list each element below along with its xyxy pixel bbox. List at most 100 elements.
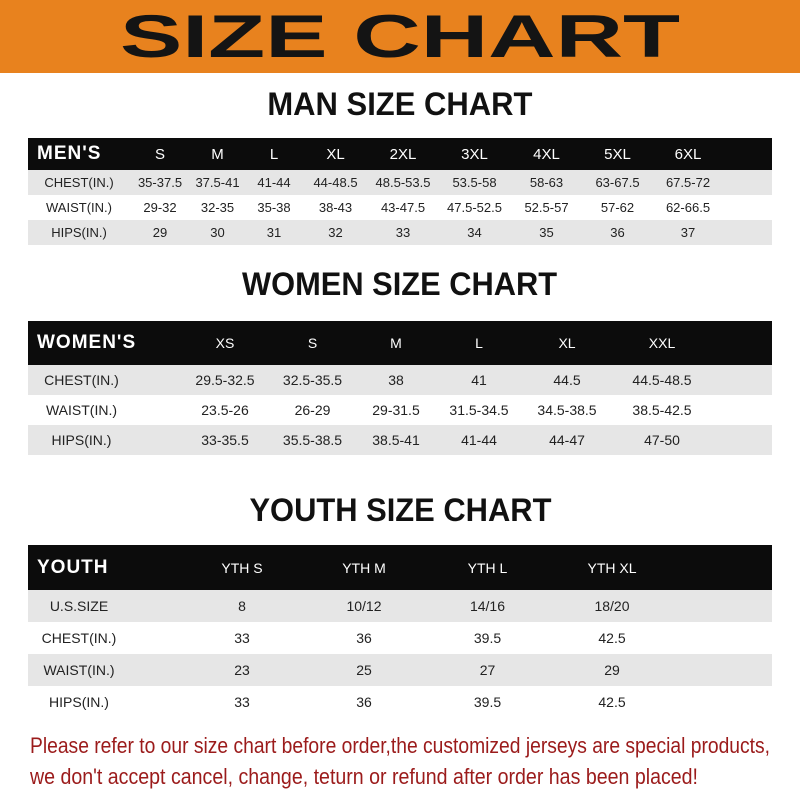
table-cell: 32 (328, 225, 343, 240)
table-cell: 2XL (389, 145, 417, 163)
table-cell: 41-44 (461, 432, 497, 448)
table-cell: 48.5-53.5 (375, 175, 431, 190)
table-header-row: MEN'S S M L XL 2XL 3XL 4XL 5XL 6XL (28, 138, 772, 170)
table-cell: 14/16 (469, 598, 506, 614)
women-section-title: WOMEN SIZE CHART (242, 266, 558, 302)
table-row: WAIST(IN.) 23 25 27 29 (28, 654, 772, 686)
table-cell: 62-66.5 (665, 200, 711, 215)
row-label: WOMEN'S (37, 332, 137, 353)
row-label: U.S.SIZE (49, 598, 109, 614)
table-cell: 5XL (604, 145, 631, 163)
table-cell: 3XL (461, 145, 488, 163)
table-cell: 67.5-72 (665, 175, 711, 190)
table-row: HIPS(IN.) 33-35.5 35.5-38.5 38.5-41 41-44 44-… (28, 425, 772, 455)
row-label: WAIST(IN.) (43, 662, 115, 678)
table-cell: 39.5 (473, 694, 502, 710)
table-cell: 42.5 (598, 694, 626, 710)
table-cell: 36 (356, 630, 372, 646)
table-cell: XXL (648, 335, 676, 351)
table-cell: 18/20 (594, 598, 630, 614)
table-cell: 34 (467, 225, 482, 240)
table-cell: 43-47.5 (380, 200, 426, 215)
women-size-table: WOMEN'S XS S M L XL XXL CHEST(IN.) 29.5-32.5 32.5… (28, 321, 772, 455)
table-cell: L (475, 335, 483, 351)
row-label: HIPS(IN.) (51, 225, 107, 240)
row-label: CHEST(IN.) (44, 372, 119, 388)
size-chart-banner: SIZE CHART (0, 0, 800, 73)
table-cell: 29 (152, 225, 168, 240)
row-label: CHEST(IN.) (41, 630, 117, 646)
table-cell: 35 (539, 225, 554, 240)
table-cell: YTH XL (587, 559, 637, 576)
row-label: CHEST(IN.) (44, 175, 114, 190)
youth-size-table: YOUTH YTH S YTH M YTH L YTH XL U.S.SIZE 8 10/12… (28, 545, 772, 718)
banner-title: SIZE CHART (120, 3, 680, 70)
table-cell: 36 (610, 225, 625, 240)
table-cell: XL (558, 335, 576, 351)
row-label: WAIST(IN.) (45, 402, 118, 418)
table-cell: 29 (604, 662, 620, 678)
table-row: HIPS(IN.) 33 36 39.5 42.5 (28, 686, 772, 718)
table-cell: 30 (210, 225, 225, 240)
table-cell: 29-32 (143, 200, 177, 215)
table-header-row: WOMEN'S XS S M L XL XXL (28, 321, 772, 365)
table-cell: 33 (395, 225, 411, 240)
table-cell: 36 (356, 694, 372, 710)
table-cell: YTH S (221, 559, 263, 576)
table-cell: 44-48.5 (313, 175, 358, 190)
table-cell: YTH L (467, 559, 508, 576)
table-cell: 44.5 (553, 372, 581, 388)
table-cell: L (269, 145, 279, 163)
order-note-line-2: we don't accept cancel, change, teturn o… (30, 764, 698, 789)
table-row: HIPS(IN.) 29 30 31 32 33 34 35 36 37 (28, 220, 772, 245)
table-cell: 44-47 (549, 432, 585, 448)
table-cell: 41-44 (257, 175, 291, 190)
table-cell: 47-50 (644, 432, 680, 448)
table-cell: 37 (680, 225, 696, 240)
men-section-title: MAN SIZE CHART (267, 86, 533, 122)
table-cell: 29.5-32.5 (195, 372, 255, 388)
table-cell: 38.5-41 (372, 432, 420, 448)
men-size-table: MEN'S S M L XL 2XL 3XL 4XL 5XL 6XL CHEST(IN.) 35-37… (28, 138, 772, 245)
table-cell: 26-29 (294, 402, 331, 418)
table-cell: 32-35 (200, 200, 235, 215)
table-cell: 58-63 (529, 175, 564, 190)
youth-section-title: YOUTH SIZE CHART (248, 492, 551, 528)
table-cell: 35-38 (257, 200, 291, 215)
table-cell: 63-67.5 (595, 175, 640, 190)
order-note-line-1: Please refer to our size chart before or… (30, 733, 770, 758)
table-cell: 44.5-48.5 (632, 372, 692, 388)
table-cell: 38 (388, 372, 404, 388)
table-cell: 33-35.5 (201, 432, 249, 448)
table-cell: 25 (356, 662, 372, 678)
table-cell: 38-43 (318, 200, 353, 215)
table-cell: S (154, 145, 165, 163)
table-cell: 33 (234, 694, 250, 710)
table-header-row: YOUTH YTH S YTH M YTH L YTH XL (28, 545, 772, 590)
table-cell: 8 (238, 598, 246, 614)
row-label: HIPS(IN.) (49, 694, 109, 710)
table-row: CHEST(IN.) 35-37.5 37.5-41 41-44 44-48.5 48.5… (28, 170, 772, 195)
table-cell: 37.5-41 (195, 175, 240, 190)
table-cell: 35.5-38.5 (282, 432, 343, 448)
table-cell: 33 (234, 630, 250, 646)
table-cell: M (390, 335, 402, 351)
table-cell: 35-37.5 (137, 175, 183, 190)
row-label: HIPS(IN.) (51, 432, 112, 448)
table-cell: XL (326, 145, 345, 163)
table-cell: 53.5-58 (452, 175, 497, 190)
table-cell: M (211, 145, 224, 163)
table-cell: 10/12 (346, 598, 382, 614)
table-cell: 31 (266, 225, 282, 240)
table-cell: 29-31.5 (372, 402, 420, 418)
table-row: WAIST(IN.) 23.5-26 26-29 29-31.5 31.5-34.5 34… (28, 395, 772, 425)
table-cell: 31.5-34.5 (449, 402, 509, 418)
table-cell: 32.5-35.5 (282, 372, 343, 388)
table-cell: 23 (234, 662, 250, 678)
table-row: CHEST(IN.) 29.5-32.5 32.5-35.5 38 41 44.5 44.5… (28, 365, 772, 395)
table-row: U.S.SIZE 8 10/12 14/16 18/20 (28, 590, 772, 622)
table-cell: 47.5-52.5 (447, 200, 502, 215)
table-cell: 38.5-42.5 (632, 402, 692, 418)
table-cell: 4XL (533, 145, 560, 163)
table-cell: 52.5-57 (524, 200, 569, 215)
